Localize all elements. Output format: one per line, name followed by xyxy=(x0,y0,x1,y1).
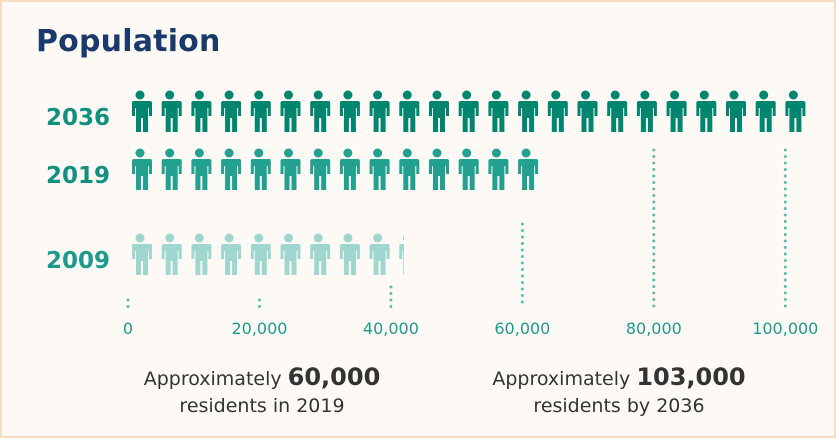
person-icon xyxy=(159,90,182,132)
caption-2036-line2: residents by 2036 xyxy=(533,395,705,417)
person-icon xyxy=(605,90,628,132)
row-2019: 2019 xyxy=(46,148,539,190)
x-tick-label: 20,000 xyxy=(231,319,287,338)
year-label-2036: 2036 xyxy=(46,105,110,131)
person-icon xyxy=(308,148,331,190)
person-icon xyxy=(278,233,301,275)
person-icon xyxy=(308,90,331,132)
caption-2019-prefix: Approximately xyxy=(143,368,288,390)
person-icon xyxy=(634,90,657,132)
x-tick-label: 40,000 xyxy=(363,319,419,338)
caption-2036-value: 103,000 xyxy=(636,363,746,391)
person-icon xyxy=(664,90,687,132)
person-icon xyxy=(159,148,182,190)
person-icon xyxy=(248,233,271,275)
person-icon xyxy=(724,90,746,132)
person-icon xyxy=(367,90,390,132)
row-2009: 2009 xyxy=(46,233,405,275)
person-icon xyxy=(753,90,776,132)
person-icon xyxy=(545,90,568,132)
person-icon xyxy=(219,233,242,275)
person-icon xyxy=(486,148,509,190)
caption-2019-line2: residents in 2019 xyxy=(179,395,345,417)
person-icon xyxy=(248,90,271,132)
person-icon xyxy=(189,148,212,190)
person-icon xyxy=(516,148,539,190)
person-icon xyxy=(337,148,360,190)
person-icon xyxy=(427,90,449,132)
person-icon xyxy=(219,90,242,132)
row-2009-icons xyxy=(130,233,405,275)
x-tick-label: 100,000 xyxy=(752,319,818,338)
caption-2019-line1: Approximately 60,000 xyxy=(82,364,442,393)
x-tick-label: 0 xyxy=(123,319,133,338)
person-icon xyxy=(219,148,242,190)
year-label-2019: 2019 xyxy=(46,163,110,189)
person-icon xyxy=(367,233,390,275)
caption-2036: Approximately 103,000 residents by 2036 xyxy=(439,364,799,420)
caption-2036-prefix: Approximately xyxy=(492,368,637,390)
person-icon xyxy=(248,148,271,190)
person-icon xyxy=(278,148,301,190)
person-icon xyxy=(516,90,539,132)
person-icon xyxy=(130,90,152,132)
person-icon xyxy=(130,148,152,190)
person-icon xyxy=(783,90,806,132)
person-icon xyxy=(397,148,420,190)
person-icon xyxy=(486,90,509,132)
person-icon xyxy=(337,233,360,275)
person-icon xyxy=(278,90,301,132)
person-icon xyxy=(130,233,152,275)
person-icon xyxy=(456,148,479,190)
person-icon xyxy=(456,90,479,132)
year-label-2009: 2009 xyxy=(46,248,110,274)
row-2036: 2036 xyxy=(46,90,806,132)
person-icon xyxy=(308,233,331,275)
person-icon xyxy=(367,148,390,190)
caption-2019: Approximately 60,000 residents in 2019 xyxy=(82,364,442,420)
pictogram-chart: 2036 2019 2009 0 20,000 40,000 60,000 80,000 10… xyxy=(46,90,818,338)
person-icon xyxy=(337,90,360,132)
person-icon xyxy=(694,90,717,132)
person-icon xyxy=(397,90,420,132)
caption-2036-line1: Approximately 103,000 xyxy=(439,364,799,393)
person-icon xyxy=(575,90,598,132)
person-icon xyxy=(427,148,449,190)
person-icon xyxy=(397,234,405,275)
x-tick-label: 60,000 xyxy=(494,319,550,338)
chart-title: Population xyxy=(36,24,221,59)
person-icon xyxy=(159,233,182,275)
person-icon xyxy=(189,90,212,132)
x-tick-label: 80,000 xyxy=(626,319,682,338)
caption-2019-value: 60,000 xyxy=(287,363,381,391)
person-icon xyxy=(189,233,212,275)
